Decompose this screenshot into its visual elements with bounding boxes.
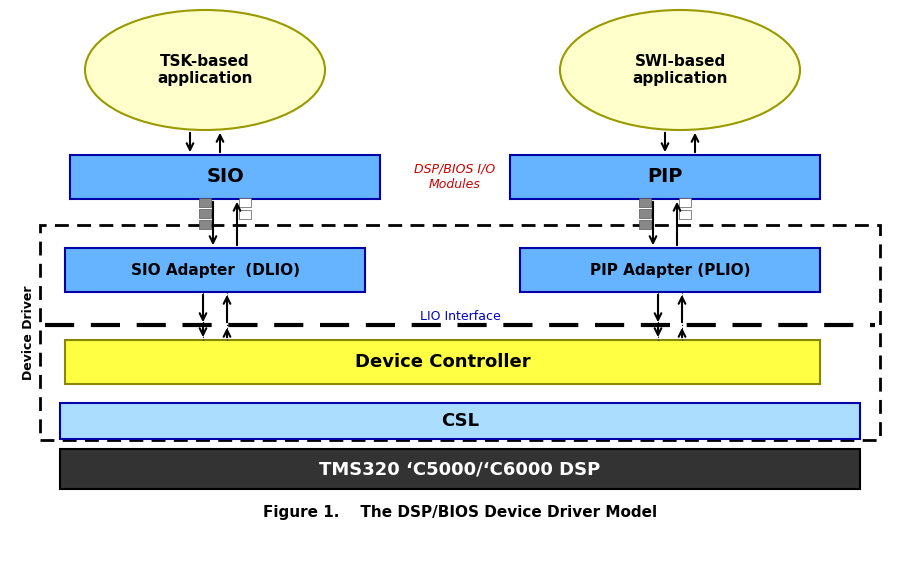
- Ellipse shape: [85, 10, 325, 130]
- Bar: [199, 220, 211, 229]
- Ellipse shape: [560, 10, 800, 130]
- Text: PIP Adapter (PLIO): PIP Adapter (PLIO): [589, 262, 751, 278]
- Text: Device Driver: Device Driver: [21, 285, 34, 380]
- Bar: [60, 403, 860, 439]
- Bar: [60, 449, 860, 489]
- Bar: [40, 225, 880, 440]
- Bar: [199, 198, 211, 207]
- Text: CSL: CSL: [441, 412, 479, 430]
- Bar: [199, 209, 211, 218]
- Text: SWI-based
application: SWI-based application: [632, 54, 728, 86]
- Text: DSP/BIOS I/O
Modules: DSP/BIOS I/O Modules: [414, 163, 495, 191]
- Text: TMS320 ‘C5000/‘C6000 DSP: TMS320 ‘C5000/‘C6000 DSP: [320, 460, 600, 478]
- Text: TSK-based
application: TSK-based application: [157, 54, 252, 86]
- Bar: [65, 248, 365, 292]
- Bar: [520, 248, 820, 292]
- Text: SIO Adapter  (DLIO): SIO Adapter (DLIO): [131, 262, 299, 278]
- Bar: [639, 209, 651, 218]
- Bar: [239, 210, 251, 219]
- Bar: [679, 210, 691, 219]
- Text: Device Controller: Device Controller: [355, 353, 530, 371]
- Text: SIO: SIO: [206, 167, 244, 187]
- Bar: [639, 220, 651, 229]
- Bar: [239, 198, 251, 207]
- Bar: [679, 198, 691, 207]
- Text: PIP: PIP: [647, 167, 682, 187]
- Bar: [639, 198, 651, 207]
- Bar: [65, 340, 820, 384]
- Bar: [70, 155, 380, 199]
- Bar: [510, 155, 820, 199]
- Text: LIO Interface: LIO Interface: [420, 310, 500, 323]
- Text: Figure 1.    The DSP/BIOS Device Driver Model: Figure 1. The DSP/BIOS Device Driver Mod…: [262, 505, 657, 520]
